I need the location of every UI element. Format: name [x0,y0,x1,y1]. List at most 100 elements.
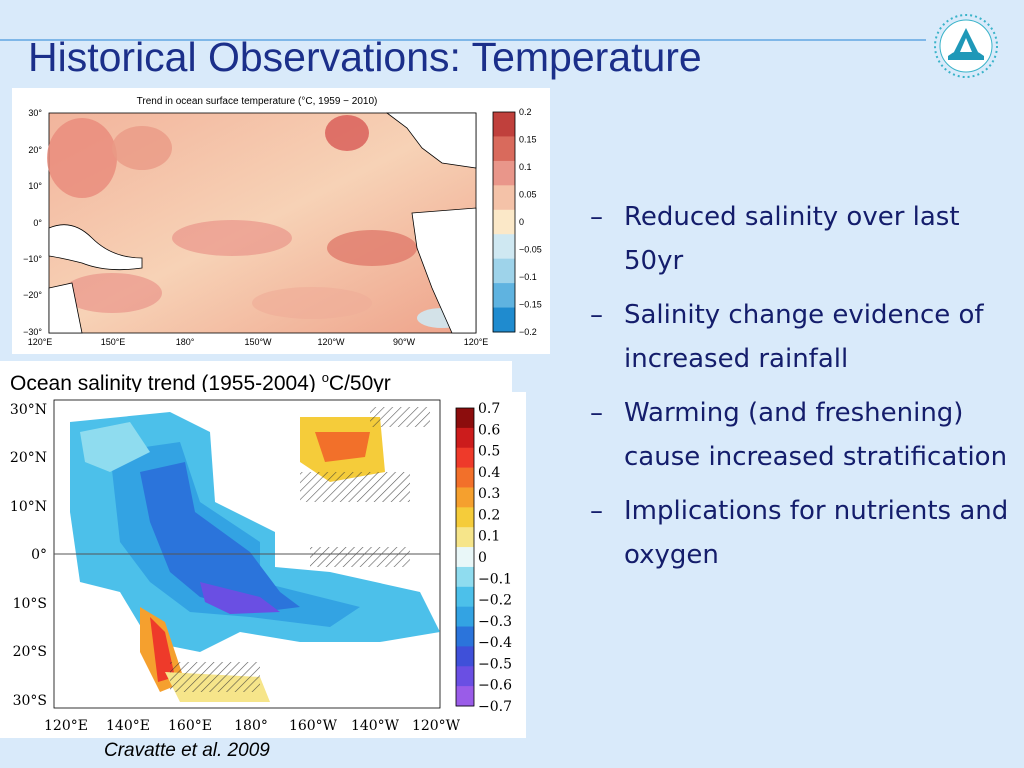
temp-lat-label: 10° [28,181,42,191]
sal-lon-label: 180° [234,718,268,734]
colorbar-segment [456,566,474,588]
temp-lon-label: 90°W [393,337,416,347]
colorbar-segment [493,283,515,309]
colorbar-segment [493,307,515,333]
sal-lon-label: 120°E [44,718,88,734]
colorbar-label: 0.15 [519,135,537,145]
temp-lat-label: 20° [28,145,42,155]
colorbar-segment [456,427,474,449]
colorbar-segment [456,487,474,508]
colorbar-segment [456,447,474,469]
sal-lon-label: 160°E [168,718,212,734]
temp-lon-label: 120°E [28,337,53,347]
colorbar-segment [456,686,474,707]
temp-lat-label: 0° [33,218,42,228]
sal-lat-label: 20°N [10,450,47,466]
colorbar-segment [456,547,474,568]
colorbar-segment [456,626,474,647]
bullet-text: Salinity change evidence of increased ra… [624,300,984,374]
bullet-marker: – [590,398,603,428]
sal-lat-label: 30°S [13,693,47,709]
colorbar-label: −0.05 [519,245,542,255]
sal-lon-label: 140°E [106,718,150,734]
colorbar-frame [455,407,475,707]
salinity-colorbar: 0.7 0.6 0.5 0.4 0.3 0.2 0.1 0 −0.1 −0.2 −0.3 −0.4 −0… [455,401,512,715]
colorbar-label: 0.2 [519,107,532,117]
sal-lat-label: 20°S [13,644,47,660]
colorbar-segment [456,606,474,628]
colorbar-label: −0.6 [478,678,512,694]
colorbar-label: 0.6 [478,422,500,438]
colorbar-label: 0 [519,217,524,227]
temperature-colorbar: 0.2 0.15 0.1 0.05 0 −0.05 −0.1 −0.15 −0.2 [492,107,542,337]
colorbar-segment [456,586,474,608]
colorbar-label: −0.2 [478,593,512,609]
colorbar-segment [493,234,515,260]
colorbar-segment [493,185,515,211]
colorbar-segment [456,666,474,687]
salinity-trend-map: 30°N 20°N 10°N 0° 10°S 20°S 30°S 120°E 1… [0,392,526,738]
sal-lat-label: 10°N [10,499,47,515]
bullet-marker: – [590,300,603,330]
bullet-marker: – [590,496,603,526]
temperature-trend-map: Trend in ocean surface temperature (°C, … [12,88,550,354]
citation: Cravatte et al. 2009 [104,740,270,761]
bullet-text: Reduced salinity over last 50yr [624,202,960,276]
sal-lat-label: 10°S [13,596,47,612]
colorbar-segment [456,467,474,488]
colorbar-segment [456,507,474,528]
colorbar-label: 0.7 [478,401,500,417]
colorbar-label: −0.15 [519,300,542,310]
slide-title: Historical Observations: Temperature [28,34,702,80]
colorbar-segment [456,408,474,429]
bullet-marker: – [590,202,603,232]
bullet-item: – Reduced salinity over last 50yr [590,195,1010,283]
colorbar-label: −0.5 [478,656,512,672]
colorbar-label: −0.4 [478,635,512,651]
temp-lat-label: −30° [23,327,42,337]
colorbar-segment [493,209,515,235]
organization-logo-icon [934,14,998,78]
colorbar-label: 0.2 [478,507,500,523]
sal-lon-label: 160°W [289,718,338,734]
colorbar-label: −0.3 [478,614,512,630]
temp-lon-label: 120°E [464,337,489,347]
colorbar-segment [493,112,515,137]
sal-lat-label: 30°N [10,402,47,418]
colorbar-label: 0.4 [478,465,500,481]
temp-lon-label: 120°W [317,337,345,347]
colorbar-label: −0.1 [478,571,512,587]
bullet-item: – Salinity change evidence of increased r… [590,293,1010,381]
colorbar-label: 0.05 [519,190,537,200]
temp-lon-label: 180° [176,337,195,347]
colorbar-label: 0.3 [478,486,500,502]
colorbar-segment [456,646,474,667]
colorbar-segment [456,527,474,548]
colorbar-label: −0.2 [519,327,537,337]
temp-lon-label: 150°W [244,337,272,347]
temp-lon-label: 150°E [101,337,126,347]
colorbar-frame [492,111,516,333]
colorbar-label: 0.5 [478,444,500,460]
colorbar-segment [493,160,515,186]
salinity-map-title: Ocean salinity trend (1955-2004) oC/50yr [0,361,512,395]
sal-lon-label: 140°W [351,718,400,734]
colorbar-label: 0.1 [519,162,532,172]
colorbar-segment [493,258,515,284]
colorbar-label: −0.7 [478,699,512,715]
sal-lon-label: 120°W [412,718,461,734]
temp-lat-label: −20° [23,290,42,300]
colorbar-label: −0.1 [519,272,537,282]
title-rule [0,39,926,41]
bullet-item: – Implications for nutrients and oxygen [590,489,1010,577]
bullet-text: Implications for nutrients and oxygen [624,496,1009,570]
colorbar-label: 0.1 [478,529,500,545]
colorbar-segment [493,136,515,162]
temp-lat-label: −10° [23,254,42,264]
bullet-list: – Reduced salinity over last 50yr – Salini… [590,195,1010,587]
sal-lat-label: 0° [31,547,47,563]
colorbar-label: 0 [478,550,487,566]
bullet-item: – Warming (and freshening) cause increase… [590,391,1010,479]
temperature-map-title: Trend in ocean surface temperature (°C, … [137,96,378,107]
bullet-text: Warming (and freshening) cause increased… [624,398,1008,472]
